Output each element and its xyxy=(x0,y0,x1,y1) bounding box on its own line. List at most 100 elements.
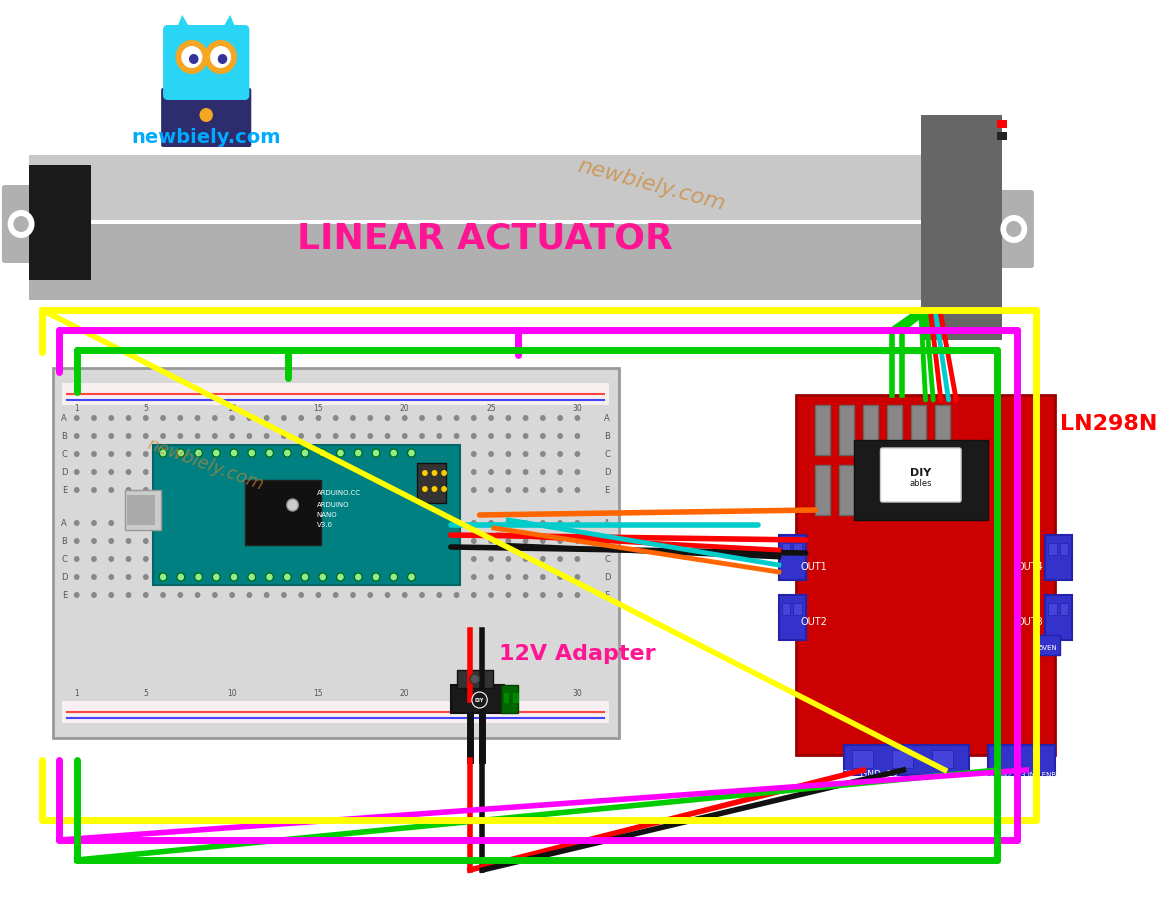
Circle shape xyxy=(540,520,546,526)
Circle shape xyxy=(402,487,408,493)
Circle shape xyxy=(125,451,131,457)
Circle shape xyxy=(436,433,442,439)
Circle shape xyxy=(143,487,148,493)
Text: D: D xyxy=(61,573,68,581)
Circle shape xyxy=(385,487,390,493)
Text: 30: 30 xyxy=(573,404,582,413)
Circle shape xyxy=(281,415,286,421)
Circle shape xyxy=(195,574,200,580)
Circle shape xyxy=(160,574,166,580)
Circle shape xyxy=(350,487,355,493)
Circle shape xyxy=(385,469,390,475)
Bar xyxy=(911,405,926,455)
Circle shape xyxy=(333,538,339,544)
Circle shape xyxy=(264,538,270,544)
Circle shape xyxy=(195,487,200,493)
Bar xyxy=(921,115,1002,340)
Circle shape xyxy=(91,433,97,439)
Circle shape xyxy=(523,520,528,526)
Bar xyxy=(796,395,1056,755)
Circle shape xyxy=(471,487,477,493)
Bar xyxy=(1036,635,1060,655)
Text: 10: 10 xyxy=(227,404,237,413)
Circle shape xyxy=(402,469,408,475)
Bar xyxy=(988,745,1056,775)
Circle shape xyxy=(160,415,166,421)
Text: ARDUINO.CC: ARDUINO.CC xyxy=(317,490,360,496)
Circle shape xyxy=(143,538,148,544)
Bar xyxy=(244,480,321,545)
Circle shape xyxy=(212,538,217,544)
Circle shape xyxy=(264,451,270,457)
Circle shape xyxy=(205,40,237,74)
Circle shape xyxy=(229,520,235,526)
Bar xyxy=(853,440,988,520)
Circle shape xyxy=(408,573,415,581)
Circle shape xyxy=(91,520,97,526)
Bar xyxy=(794,543,802,555)
Circle shape xyxy=(489,469,494,475)
Circle shape xyxy=(264,574,270,580)
Circle shape xyxy=(390,573,397,581)
Circle shape xyxy=(91,538,97,544)
FancyBboxPatch shape xyxy=(995,190,1033,268)
Circle shape xyxy=(195,556,200,562)
Circle shape xyxy=(74,469,79,475)
Bar xyxy=(779,535,805,580)
Circle shape xyxy=(248,449,256,457)
Circle shape xyxy=(178,592,184,598)
Circle shape xyxy=(558,520,563,526)
Text: B: B xyxy=(61,432,67,440)
Circle shape xyxy=(143,574,148,580)
Text: 20: 20 xyxy=(400,689,409,698)
Circle shape xyxy=(212,433,217,439)
Text: 5VEN: 5VEN xyxy=(1039,645,1058,651)
Circle shape xyxy=(177,449,185,457)
Bar xyxy=(1045,535,1072,580)
Circle shape xyxy=(385,520,390,526)
Circle shape xyxy=(230,573,237,581)
Bar xyxy=(500,685,518,713)
Circle shape xyxy=(350,592,355,598)
Circle shape xyxy=(505,451,511,457)
Text: 30: 30 xyxy=(573,689,582,698)
Circle shape xyxy=(298,520,304,526)
Text: LINEAR ACTUATOR: LINEAR ACTUATOR xyxy=(297,221,673,255)
Circle shape xyxy=(558,451,563,457)
Text: newbiely.com: newbiely.com xyxy=(131,128,281,147)
Circle shape xyxy=(195,573,202,581)
Circle shape xyxy=(178,520,184,526)
Circle shape xyxy=(74,574,79,580)
Circle shape xyxy=(298,538,304,544)
Circle shape xyxy=(247,451,253,457)
Circle shape xyxy=(350,415,355,421)
Circle shape xyxy=(281,451,286,457)
Circle shape xyxy=(337,573,345,581)
Circle shape xyxy=(471,415,477,421)
Circle shape xyxy=(143,469,148,475)
Circle shape xyxy=(160,469,166,475)
Bar xyxy=(935,405,949,455)
Circle shape xyxy=(316,556,321,562)
Circle shape xyxy=(316,538,321,544)
Circle shape xyxy=(298,574,304,580)
Text: A: A xyxy=(604,519,610,528)
Circle shape xyxy=(247,487,253,493)
Circle shape xyxy=(558,556,563,562)
Bar xyxy=(839,465,853,515)
Circle shape xyxy=(471,556,477,562)
Circle shape xyxy=(109,520,115,526)
Text: 10: 10 xyxy=(227,689,237,698)
Circle shape xyxy=(420,433,424,439)
Circle shape xyxy=(523,469,528,475)
Circle shape xyxy=(540,538,546,544)
Circle shape xyxy=(143,451,148,457)
Bar xyxy=(997,132,1007,140)
Circle shape xyxy=(178,574,184,580)
Circle shape xyxy=(125,592,131,598)
Circle shape xyxy=(74,592,79,598)
Circle shape xyxy=(436,415,442,421)
Bar xyxy=(62,383,609,405)
Bar xyxy=(887,405,901,455)
Circle shape xyxy=(436,592,442,598)
